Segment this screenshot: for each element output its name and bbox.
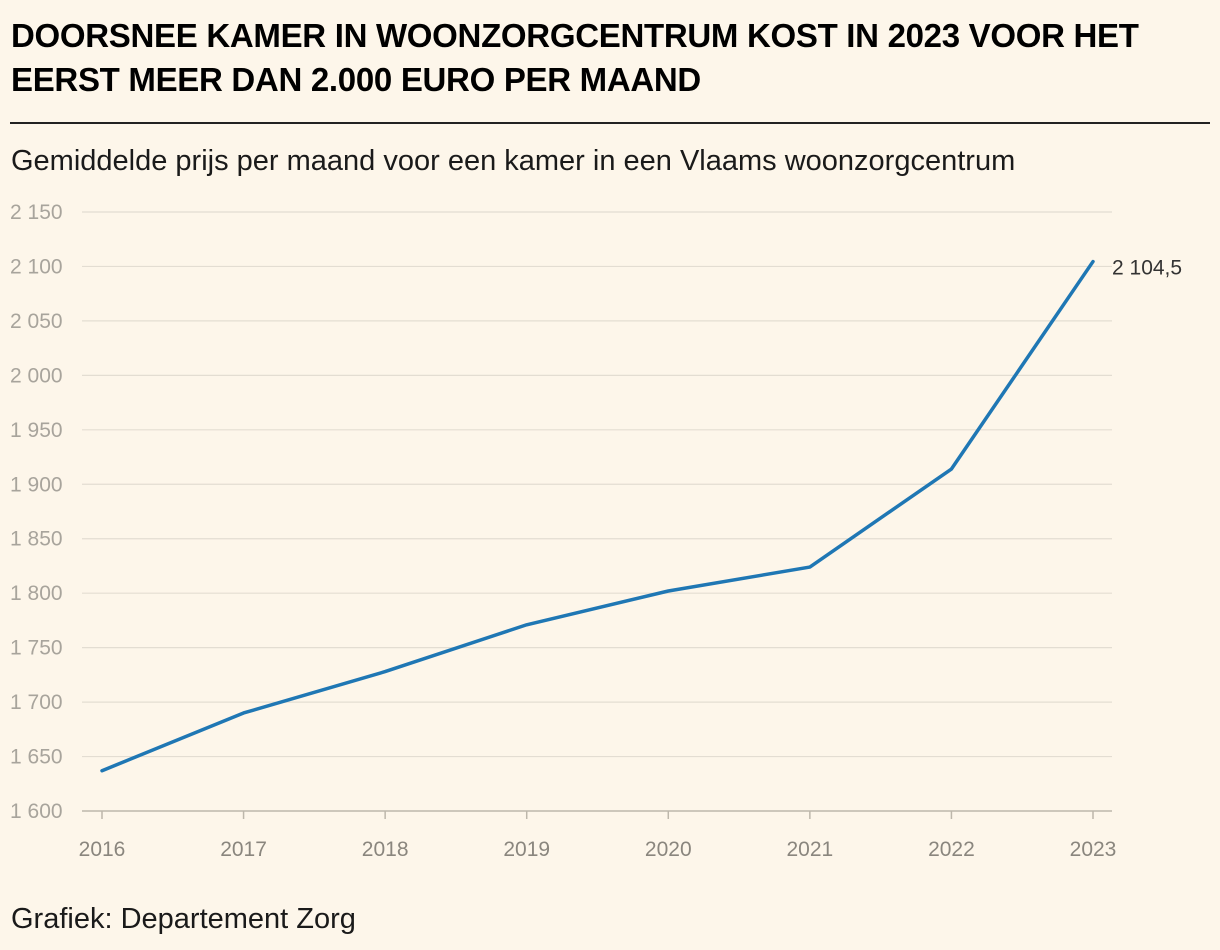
data-labels: 2 104,5 — [1112, 257, 1182, 280]
chart-subtitle: Gemiddelde prijs per maand voor een kame… — [11, 145, 1016, 177]
source-credit: Grafiek: Departement Zorg — [11, 903, 356, 935]
x-tick-label: 2022 — [928, 838, 975, 861]
y-tick-label: 2 150 — [10, 201, 63, 224]
y-tick-label: 1 750 — [10, 637, 63, 660]
y-tick-label: 1 700 — [10, 691, 63, 714]
x-tick-label: 2019 — [503, 838, 550, 861]
y-tick-label: 1 600 — [10, 800, 63, 823]
y-tick-label: 1 900 — [10, 473, 63, 496]
gridlines — [82, 211, 1112, 812]
x-tick-label: 2023 — [1070, 838, 1117, 861]
line-chart: 1 600 1 650 1 700 1 750 1 800 1 850 1 900 1 950… — [10, 201, 1182, 861]
end-value-label: 2 104,5 — [1112, 257, 1182, 280]
y-tick-label: 1 850 — [10, 528, 63, 551]
x-tick-label: 2018 — [362, 838, 409, 861]
title-divider — [10, 122, 1210, 124]
y-tick-label: 2 050 — [10, 310, 63, 333]
y-tick-label: 1 800 — [10, 582, 63, 605]
y-tick-label: 2 100 — [10, 255, 63, 278]
x-tick-label: 2020 — [645, 838, 692, 861]
series-layer — [100, 259, 1095, 773]
chart-title: DOORSNEE KAMER IN WOONZORGCENTRUM KOST I… — [11, 17, 1139, 98]
y-axis-ticks: 1 600 1 650 1 700 1 750 1 800 1 850 1 900 1 950… — [10, 201, 63, 823]
series-line — [100, 259, 1095, 773]
x-tick-label: 2017 — [220, 838, 267, 861]
x-axis-ticks: 2016 2017 2018 2019 2020 2021 2022 2023 — [79, 811, 1117, 861]
y-tick-label: 1 650 — [10, 746, 63, 769]
x-tick-label: 2021 — [786, 838, 833, 861]
x-tick-label: 2016 — [79, 838, 126, 861]
y-tick-label: 1 950 — [10, 419, 63, 442]
y-tick-label: 2 000 — [10, 364, 63, 387]
